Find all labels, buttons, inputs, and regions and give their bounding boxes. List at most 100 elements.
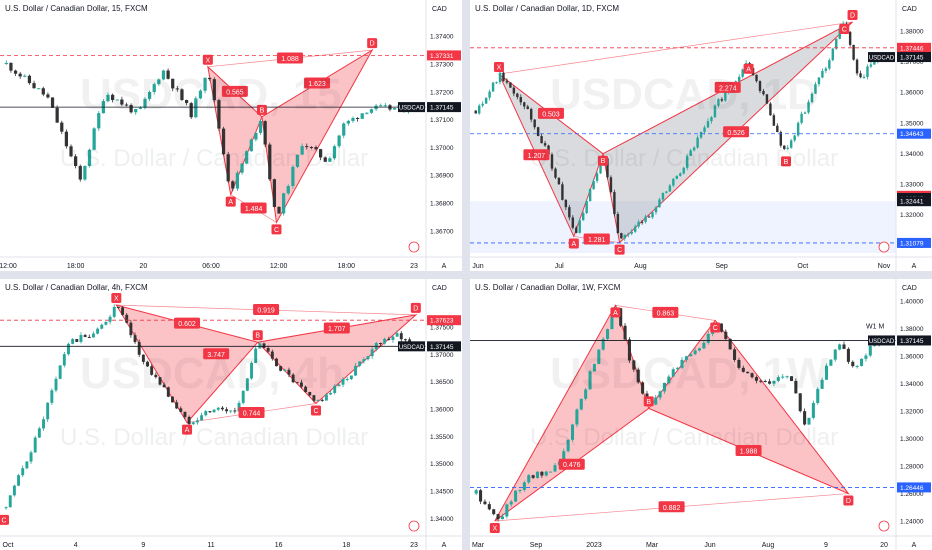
candle-body — [158, 377, 162, 385]
watermark-symbol: USDCAD, 1D — [550, 70, 819, 119]
candle-body — [779, 132, 783, 146]
candle-body — [115, 99, 119, 101]
pivot-label: X — [206, 57, 211, 64]
candle-body — [133, 335, 137, 343]
pivot-label: C — [313, 408, 318, 415]
candle-body — [179, 408, 183, 412]
candle-body — [868, 345, 872, 356]
chart-svg: X A B C D C 0.919 0.602 0.744 1.707 3.747 CAD 1.3750… — [0, 279, 462, 550]
x-tick-label: 06:00 — [202, 263, 220, 270]
candle-body — [644, 216, 647, 222]
price-tag: 1.37446 — [900, 45, 924, 52]
pivot-label: A — [185, 427, 190, 434]
candle-body — [354, 365, 357, 376]
candle-body — [798, 393, 802, 412]
watermark-symbol: USDCAD, 4h — [80, 349, 345, 398]
candle-body — [9, 62, 13, 71]
price-tag: 1.37145 — [900, 55, 924, 62]
ratio-label: 0.565 — [226, 89, 244, 96]
candle-body — [717, 99, 720, 106]
candle-body — [319, 149, 323, 158]
candle-body — [391, 336, 395, 340]
pivot-label-box — [252, 330, 263, 341]
candle-body — [64, 131, 69, 147]
candle-body — [29, 452, 33, 462]
y-tick-label: 1.37100 — [430, 117, 454, 124]
symbol-tag-box — [398, 102, 425, 113]
candle-body — [106, 94, 110, 102]
chart-panel-1d[interactable]: XABCDABC0.5031.0980.5261.2072.2741.281CA… — [470, 0, 932, 271]
candle-body — [759, 380, 763, 382]
candle-body — [665, 191, 668, 193]
x-tick-label: Aug — [762, 542, 775, 549]
candle-body — [370, 349, 374, 357]
candle-body — [570, 424, 575, 440]
price-tag: 1.37331 — [430, 53, 454, 60]
candle-body — [23, 75, 27, 77]
candle-body — [768, 381, 772, 384]
candle-body — [692, 147, 696, 151]
y-tick-label: 1.40000 — [900, 299, 924, 306]
candle-body — [46, 94, 50, 98]
candle-body — [873, 60, 876, 65]
candle-body — [851, 361, 855, 367]
price-tag: 1.32441 — [900, 199, 924, 206]
candle-body — [584, 389, 588, 399]
candle-body — [195, 420, 199, 423]
candle-body — [46, 402, 50, 420]
chart-panel-15m[interactable]: X A B C D 1.088 0.565 1.484 1.623 CAD 1.37400 1.373… — [0, 0, 462, 271]
candle-body — [108, 316, 112, 322]
candle-body — [191, 422, 195, 425]
pattern-triangle-bcd — [647, 319, 850, 495]
chart-panel-1w[interactable]: X A B C D 0.476 0.863 1.988 0.882 CAD 1.40000 1.380… — [470, 279, 932, 550]
candle-body — [509, 501, 513, 505]
candle-body — [846, 348, 850, 362]
auto-scale-button: A — [912, 263, 917, 270]
panel-divider-horizontal[interactable] — [0, 271, 932, 279]
price-tag: 1.37145 — [430, 344, 454, 351]
candle-body — [358, 361, 362, 366]
candle-body — [263, 121, 267, 145]
candle-body — [706, 121, 710, 128]
candle-body — [337, 135, 341, 147]
candle-body — [308, 391, 312, 396]
chart-panel-4h[interactable]: X A B C D C 0.919 0.602 0.744 1.707 3.747 CAD 1.3750… — [0, 279, 462, 550]
candle-body — [275, 358, 278, 367]
candle-body — [710, 117, 713, 122]
candle-body — [17, 475, 21, 486]
symbol-tag: USDCAD — [869, 56, 895, 62]
candle-body — [496, 514, 500, 520]
candle-body — [579, 398, 583, 410]
ratio-label: 2.274 — [719, 85, 737, 92]
candle-body — [305, 146, 309, 148]
pivot-label-box — [271, 224, 282, 235]
ratio-label-box — [558, 458, 585, 470]
ratio-label-box — [583, 233, 610, 245]
candle-body — [568, 207, 571, 218]
candle-body — [365, 112, 369, 114]
candle-body — [42, 419, 45, 429]
candle-body — [658, 391, 662, 398]
candle-body — [332, 146, 337, 159]
pivot-label-box — [710, 322, 721, 333]
candle-body — [505, 504, 509, 517]
candle-body — [121, 307, 125, 315]
candle-body — [522, 482, 526, 490]
candle-body — [474, 490, 478, 494]
candle-body — [383, 105, 387, 107]
candle-body — [769, 103, 772, 116]
candle-body — [637, 221, 640, 227]
candle-body — [536, 127, 540, 137]
candle-body — [134, 109, 138, 113]
candle-body — [772, 380, 776, 384]
candle-body — [300, 146, 304, 155]
candle-body — [862, 76, 866, 78]
auto-scale-button: A — [442, 542, 447, 549]
candle-body — [262, 343, 266, 348]
candle-body — [807, 102, 810, 113]
x-tick-label: 4 — [74, 542, 78, 549]
candle-body — [483, 501, 487, 505]
candle-body — [395, 333, 399, 337]
chart-title: U.S. Dollar / Canadian Dollar, 1D, FXCM — [475, 4, 620, 13]
candle-body — [152, 84, 156, 92]
